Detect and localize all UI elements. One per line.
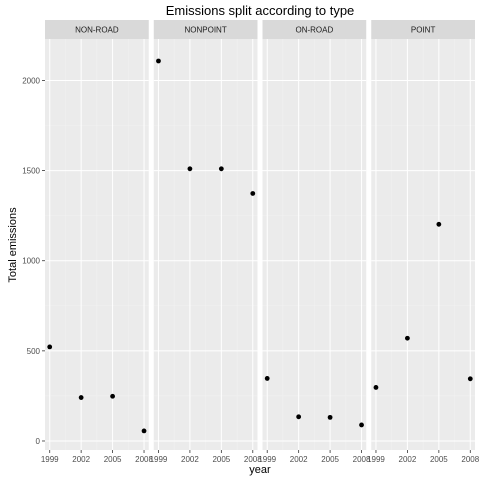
data-point [218, 166, 224, 172]
facets-layer: NON-ROAD 1999 2002 2005 2008 NONPOINT 1999 2002… [41, 20, 480, 464]
data-point [47, 344, 53, 350]
facet-strip [262, 20, 367, 39]
data-point [110, 393, 115, 399]
x-tick-label: 1999 [258, 455, 276, 464]
facet-strip [153, 20, 258, 39]
x-tick-label: 2005 [321, 455, 339, 464]
data-point [436, 221, 442, 227]
y-tick-label: 0 [36, 437, 41, 446]
data-point [327, 414, 333, 420]
facet-strip [371, 20, 475, 39]
x-tick-label: 2008 [244, 455, 262, 464]
facet-strip-label: POINT [411, 26, 436, 35]
x-tick-label: 1999 [41, 455, 59, 464]
y-tick-label: 1000 [22, 257, 40, 266]
facet-panel-non-road: NON-ROAD 1999 2002 2005 2008 [41, 20, 153, 464]
x-tick-label: 2002 [72, 455, 90, 464]
data-point [359, 422, 364, 428]
x-tick-label: 2005 [212, 455, 230, 464]
data-point [467, 376, 473, 382]
x-tick-label: 2002 [290, 455, 308, 464]
x-tick-label: 1999 [367, 455, 385, 464]
facet-panel-on-road: ON-ROAD 1999 2002 2005 2008 [258, 20, 371, 464]
data-point [250, 191, 256, 196]
y-tick-label: 500 [27, 347, 41, 356]
data-point [156, 58, 161, 64]
facet-panel-point: POINT 1999 2002 2005 2008 [367, 20, 480, 464]
facet-strip [45, 20, 149, 39]
data-point [187, 166, 193, 172]
data-point [78, 395, 84, 400]
y-axis: 0 500 1000 1500 2000 [22, 76, 45, 446]
x-tick-label: 2002 [399, 455, 417, 464]
x-tick-label: 2008 [353, 455, 371, 464]
data-point [373, 385, 379, 390]
y-axis-title: Total emissions [7, 207, 19, 283]
x-tick-label: 2008 [135, 455, 153, 464]
chart-title: Emissions split according to type [166, 3, 355, 18]
facet-strip-label: ON-ROAD [295, 26, 333, 35]
data-point [141, 428, 147, 434]
facet-strip-label: NONPOINT [185, 26, 227, 35]
data-point [405, 335, 410, 341]
x-tick-label: 2005 [430, 455, 448, 464]
x-axis-title: year [249, 464, 271, 476]
data-point [296, 414, 302, 420]
x-tick-label: 2008 [461, 455, 479, 464]
y-tick-label: 2000 [22, 76, 40, 85]
facet-panel-nonpoint: NONPOINT 1999 2002 2005 2008 [150, 20, 262, 464]
y-tick-label: 1500 [22, 167, 40, 176]
data-point [264, 376, 270, 381]
facet-strip-label: NON-ROAD [75, 26, 119, 35]
x-tick-label: 2002 [181, 455, 199, 464]
x-tick-label: 1999 [150, 455, 168, 464]
x-tick-label: 2005 [104, 455, 122, 464]
